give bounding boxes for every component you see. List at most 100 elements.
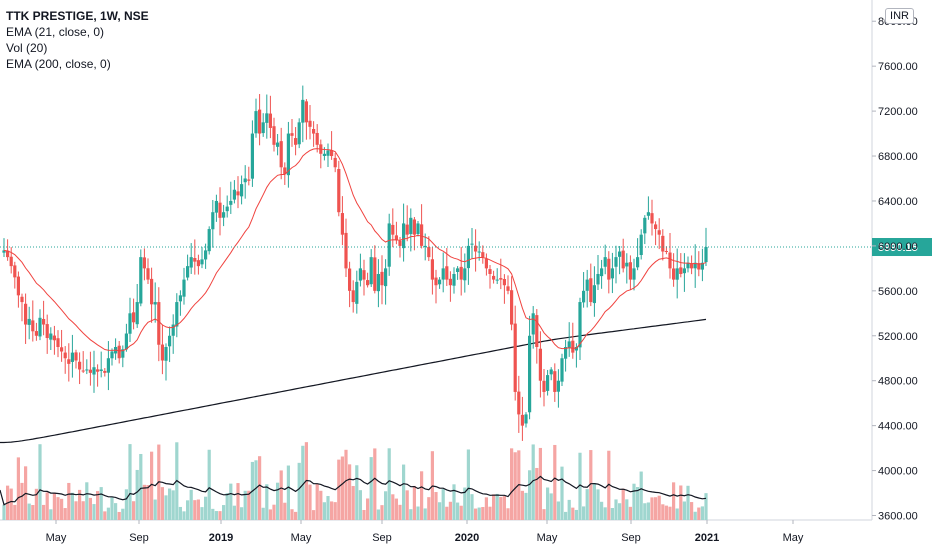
volume-bar [290,509,294,520]
candle-body [38,317,42,337]
candle-body [438,279,442,285]
candle-body [85,369,89,371]
volume-bar [438,502,442,520]
candle-body [610,268,614,279]
candle-body [700,262,704,270]
volume-bar [571,507,575,520]
volume-bar [297,462,301,520]
volume-bar [625,499,629,520]
candle-body [20,296,24,303]
volume-bar [621,488,625,520]
candle-body [258,109,262,134]
candle-body [607,258,611,280]
volume-bar [160,487,164,520]
volume-bar [2,504,6,520]
candle-body [103,370,107,373]
candle-body [636,257,640,268]
candle-body [261,122,265,134]
candle-body [132,312,136,323]
volume-bar [207,449,211,520]
volume-bar [261,507,265,520]
currency-badge[interactable]: INR [885,8,914,24]
volume-bar [499,496,503,520]
ema21-line [3,148,707,352]
candle-body [466,245,470,269]
candle-body [402,223,406,249]
volume-bar [186,500,190,520]
candle-body [632,268,636,280]
candle-body [78,361,82,370]
price-axis[interactable]: 3600.00 4000.00 4400.00 4800.00 5200.00 5600.… [872,16,918,523]
candle-body [175,302,179,327]
volume-bar [686,485,690,520]
candle-body [344,232,348,269]
candle-body [585,279,589,291]
candle-body [391,224,395,235]
candle-body [506,286,510,291]
candle-body [481,252,485,258]
volume-bar [402,464,406,520]
volume-bar [283,502,287,520]
volume-bar [409,509,413,520]
y-tick-label: 3600.00 [878,511,918,523]
volume-bar [31,505,35,520]
candle-body [9,256,13,267]
x-tick-label: 2021 [695,532,719,544]
legend-ema200: EMA (200, close, 0) [6,57,111,71]
candle-body [124,333,128,350]
candle-body [348,268,352,291]
candle-body [441,268,445,280]
volume-bar [513,452,517,520]
volume-bar [272,504,276,520]
candle-body [510,290,514,325]
candle-body [297,122,301,145]
volume-bar [668,506,672,520]
volume-bar [474,508,478,520]
candle-body [168,335,172,347]
candle-body [16,276,20,296]
volume-bar [459,505,463,520]
candle-body [502,279,506,286]
candle-body [351,290,355,303]
ema200-path [0,318,707,444]
candle-body [556,380,560,392]
volume-bar [549,493,553,520]
volume-bar [373,448,377,520]
time-axis[interactable]: May Sep 2019 May Sep 2020 May Sep 2021 May [46,520,804,544]
candle-body [330,150,334,157]
volume-bar [265,484,269,520]
volume-bar [135,469,139,520]
volume-bar [117,511,121,520]
volume-bar [49,509,53,520]
candle-body [204,250,208,260]
volume-bar [168,488,172,520]
candle-body [445,266,449,280]
candle-body [117,345,121,359]
candle-body [643,217,647,234]
candle-body [682,268,686,274]
volume-bar [502,496,506,520]
candle-body [398,240,402,246]
candle-body [96,369,100,372]
volume-bar [661,504,665,520]
y-tick-label: 5600.00 [878,286,918,298]
candle-body [218,202,222,218]
legend: TTK PRESTIGE, 1W, NSE EMA (21, close, 0)… [6,8,149,72]
volume-bar [650,497,654,520]
volume-bar [481,507,485,520]
volume-bar [358,490,362,520]
candle-body [214,200,218,213]
volume-bar [603,507,607,520]
candle-body [448,278,452,286]
volume-bar [16,457,20,520]
volume-bar [596,489,600,520]
candle-body [24,303,28,325]
candle-body [582,290,586,303]
volume-bar [60,498,64,520]
volume-bar [247,490,251,520]
volume-bar [110,497,114,520]
legend-title: TTK PRESTIGE, 1W, NSE [6,9,149,23]
candle-body [308,120,312,127]
volume-bar [146,485,150,520]
